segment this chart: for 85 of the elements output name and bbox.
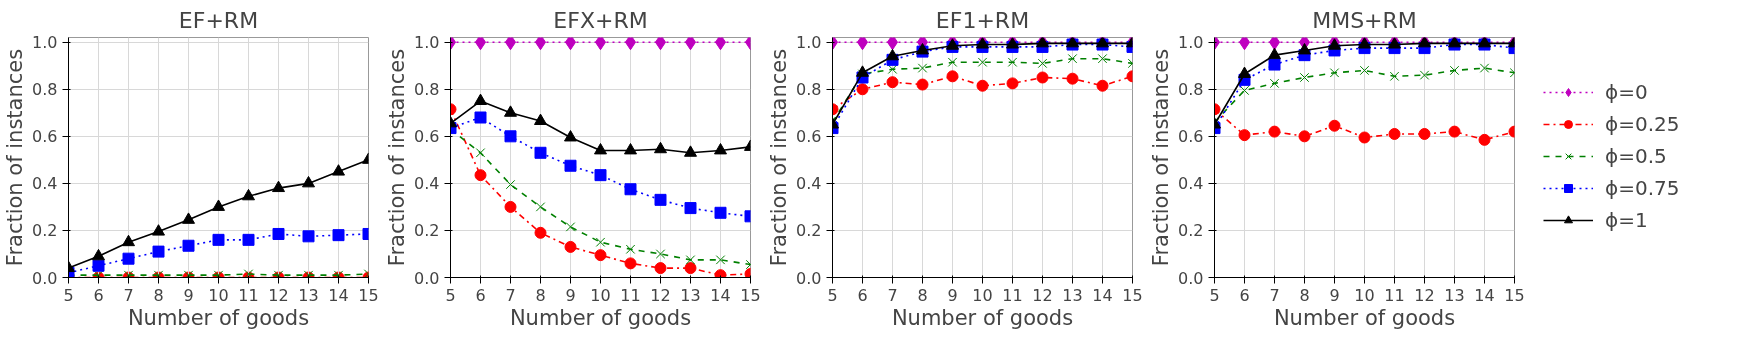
y-tick-label: 0.4 xyxy=(32,174,58,194)
y-tick-label: 0.4 xyxy=(1178,174,1204,194)
y-tick-label: 0.6 xyxy=(414,127,440,147)
x-tick-label: 6 xyxy=(475,285,486,305)
x-tick-label: 12 xyxy=(1032,285,1053,305)
chart-title: EFX+RM xyxy=(553,7,648,33)
y-tick-label: 1.0 xyxy=(1178,33,1204,53)
x-tick-label: 13 xyxy=(1444,285,1465,305)
x-tick-label: 12 xyxy=(1414,285,1435,305)
y-tick-label: 0.2 xyxy=(32,221,58,241)
legend-label: ϕ=0.25 xyxy=(1605,112,1680,136)
x-tick-label: 6 xyxy=(1239,285,1250,305)
x-tick-label: 6 xyxy=(857,285,868,305)
x-tick-label: 8 xyxy=(535,285,546,305)
y-tick-label: 0.6 xyxy=(1178,127,1204,147)
y-tick-label: 0.8 xyxy=(1178,80,1204,100)
x-tick-label: 9 xyxy=(565,285,576,305)
x-tick-label: 14 xyxy=(1092,285,1113,305)
x-axis-title: Number of goods xyxy=(127,305,310,330)
x-tick-label: 15 xyxy=(1122,285,1143,305)
y-axis-title: Fraction of instances xyxy=(1149,48,1174,267)
y-tick-label: 0.8 xyxy=(796,80,822,100)
x-axis-title: Number of goods xyxy=(891,305,1074,330)
x-tick-label: 14 xyxy=(710,285,731,305)
y-tick-label: 0.6 xyxy=(32,127,58,147)
x-tick-label: 7 xyxy=(505,285,516,305)
y-tick-label: 0.4 xyxy=(796,174,822,194)
y-tick-label: 0.2 xyxy=(414,221,440,241)
x-tick-label: 10 xyxy=(972,285,993,305)
y-tick-label: 0.8 xyxy=(32,80,58,100)
x-tick-label: 10 xyxy=(208,285,229,305)
x-tick-label: 8 xyxy=(153,285,164,305)
chart-title: EF1+RM xyxy=(935,7,1030,33)
x-tick-label: 11 xyxy=(1384,285,1405,305)
chart-title: EF+RM xyxy=(178,7,259,33)
y-axis-title: Fraction of instances xyxy=(767,48,792,267)
y-tick-label: 0.0 xyxy=(414,268,440,288)
x-tick-label: 5 xyxy=(445,285,456,305)
x-tick-label: 13 xyxy=(298,285,319,305)
y-tick-label: 1.0 xyxy=(32,33,58,53)
y-tick-label: 0.2 xyxy=(1178,221,1204,241)
x-tick-label: 7 xyxy=(123,285,134,305)
x-tick-label: 14 xyxy=(1474,285,1495,305)
y-tick-label: 0.0 xyxy=(1178,268,1204,288)
x-tick-label: 9 xyxy=(183,285,194,305)
x-tick-label: 10 xyxy=(1354,285,1375,305)
x-tick-label: 11 xyxy=(1002,285,1023,305)
y-tick-label: 0.6 xyxy=(796,127,822,147)
x-tick-label: 12 xyxy=(268,285,289,305)
chart-title: MMS+RM xyxy=(1312,7,1417,33)
x-tick-label: 14 xyxy=(328,285,349,305)
x-axis-title: Number of goods xyxy=(509,305,692,330)
x-tick-label: 7 xyxy=(887,285,898,305)
y-tick-label: 1.0 xyxy=(414,33,440,53)
x-tick-label: 15 xyxy=(1504,285,1525,305)
x-tick-label: 8 xyxy=(917,285,928,305)
y-tick-label: 0.8 xyxy=(414,80,440,100)
x-tick-label: 13 xyxy=(1062,285,1083,305)
x-tick-label: 11 xyxy=(238,285,259,305)
legend-label: ϕ=0 xyxy=(1605,80,1648,104)
x-tick-label: 10 xyxy=(590,285,611,305)
x-tick-label: 11 xyxy=(620,285,641,305)
x-tick-label: 15 xyxy=(740,285,761,305)
x-tick-label: 15 xyxy=(358,285,379,305)
x-tick-label: 12 xyxy=(650,285,671,305)
legend-label: ϕ=1 xyxy=(1605,208,1648,232)
legend-label: ϕ=0.5 xyxy=(1605,144,1667,168)
x-tick-label: 5 xyxy=(63,285,74,305)
legend-label: ϕ=0.75 xyxy=(1605,176,1680,200)
y-axis-title: Fraction of instances xyxy=(385,48,410,267)
x-tick-label: 9 xyxy=(947,285,958,305)
y-tick-label: 0.0 xyxy=(796,268,822,288)
x-tick-label: 5 xyxy=(1209,285,1220,305)
x-axis-title: Number of goods xyxy=(1273,305,1456,330)
y-axis-title: Fraction of instances xyxy=(3,48,28,267)
x-tick-label: 9 xyxy=(1329,285,1340,305)
y-tick-label: 0.0 xyxy=(32,268,58,288)
y-tick-label: 0.4 xyxy=(414,174,440,194)
x-tick-label: 7 xyxy=(1269,285,1280,305)
y-tick-label: 0.2 xyxy=(796,221,822,241)
x-tick-label: 13 xyxy=(680,285,701,305)
x-tick-label: 6 xyxy=(93,285,104,305)
y-tick-label: 1.0 xyxy=(796,33,822,53)
x-tick-label: 5 xyxy=(827,285,838,305)
x-tick-label: 8 xyxy=(1299,285,1310,305)
